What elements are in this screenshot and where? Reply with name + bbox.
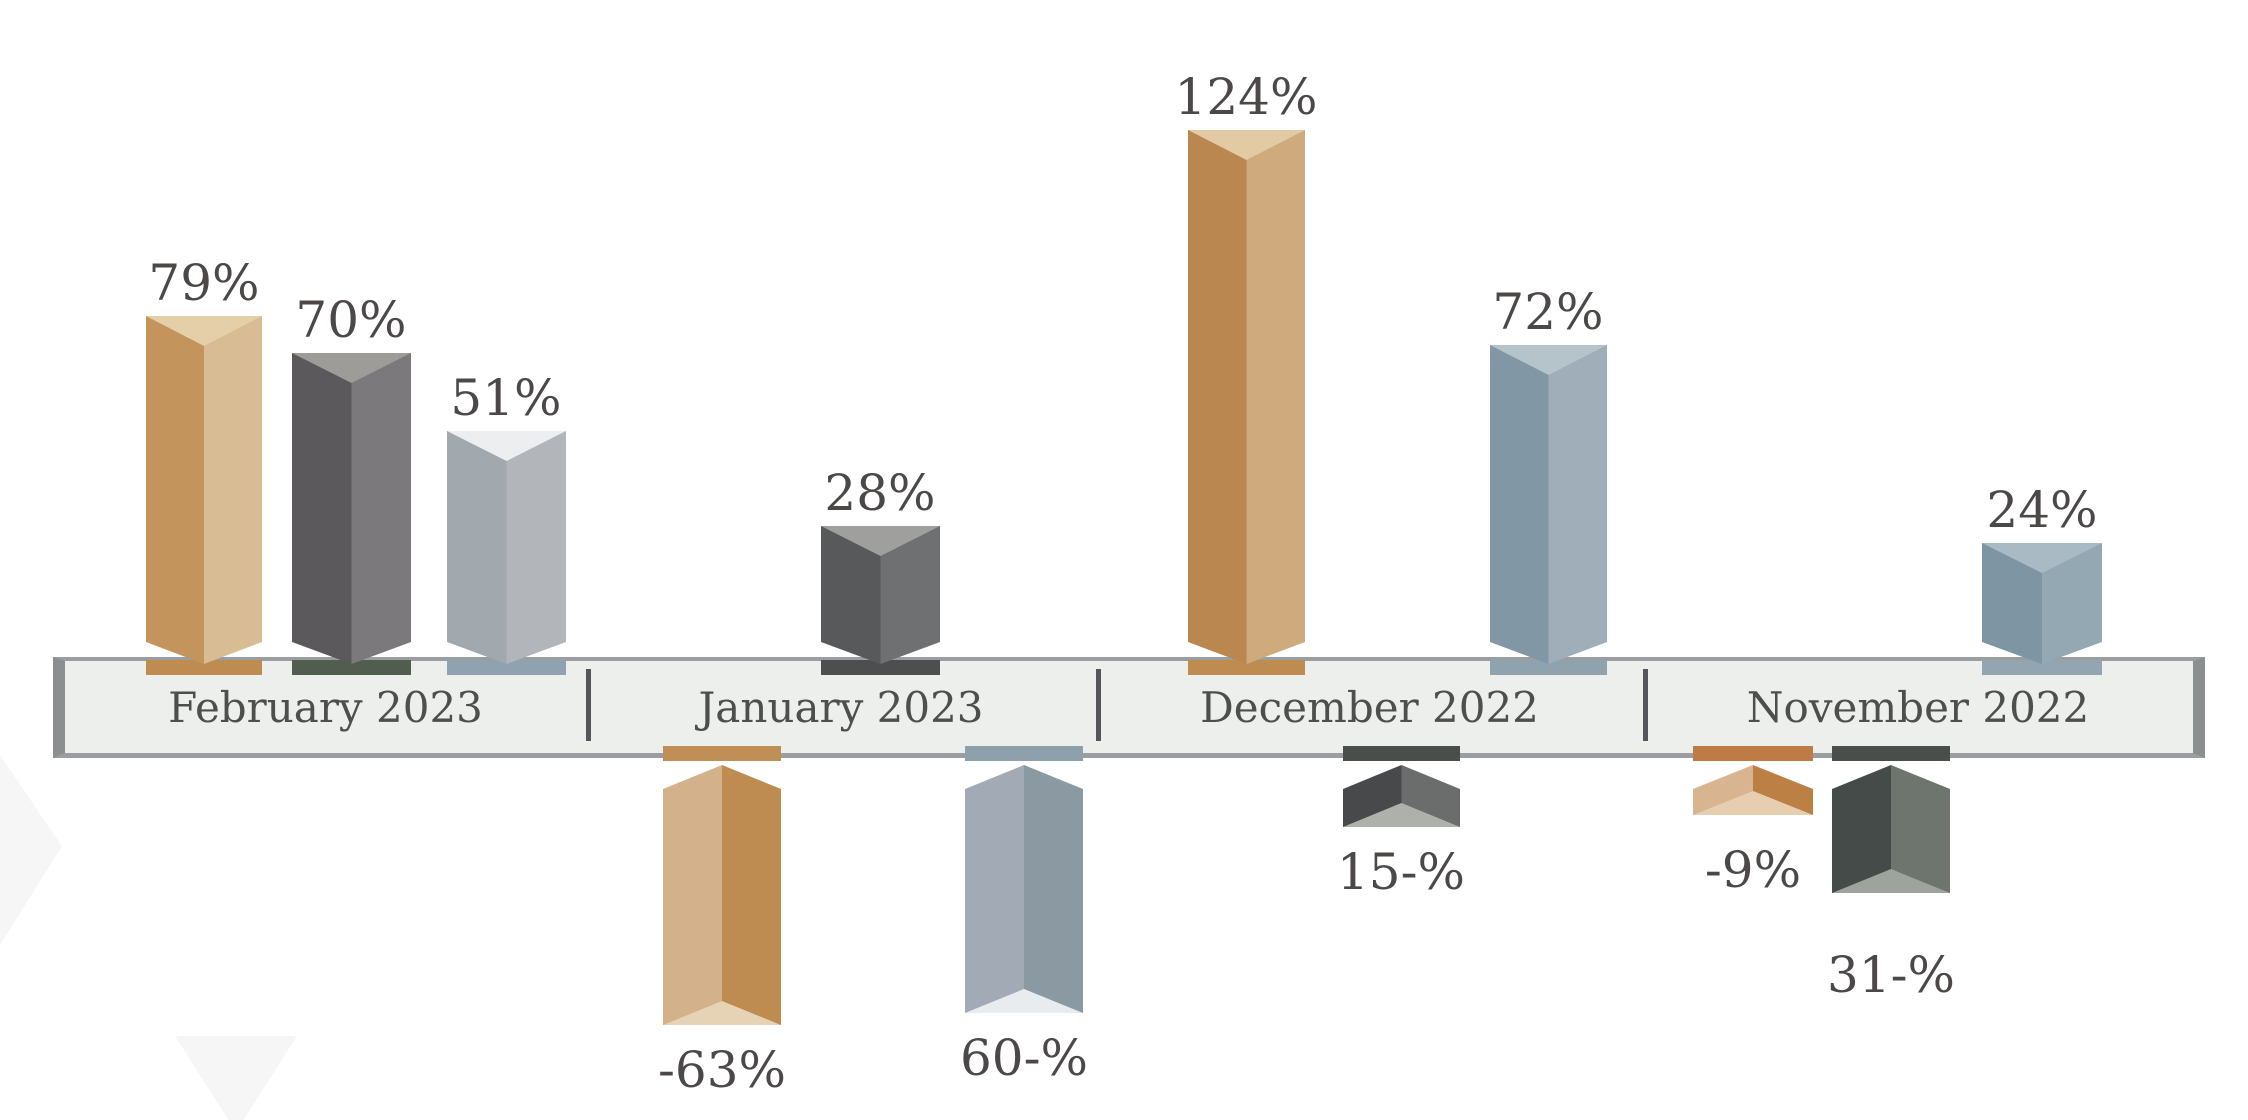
bar-value-label-feb-silver: 51% <box>450 369 562 427</box>
bar-footprint-jan-gold <box>663 746 781 761</box>
bar-footprint-feb-silver <box>447 660 566 675</box>
bar-footprint-dec-gold <box>1188 660 1305 675</box>
bar-value-label-nov-gold: -9% <box>1704 841 1802 899</box>
bar-value-label-dec-blue: 72% <box>1492 283 1604 341</box>
bar-bottom-face-dec-gray <box>1343 803 1460 827</box>
bar-top-face-dec-blue <box>1490 345 1607 375</box>
bar-bottom-face-jan-blue <box>965 989 1083 1013</box>
watermark-wedge-shape <box>0 755 62 945</box>
bar-jan-gray <box>821 526 940 664</box>
bar-feb-gold <box>146 316 262 664</box>
bar-jan-blue <box>965 765 1083 1013</box>
bar-top-face-jan-gray <box>821 526 940 556</box>
bar-footprint-feb-gold <box>146 660 262 675</box>
axis-month-label-december-2022: December 2022 <box>1200 683 1539 732</box>
bar-nov-gray <box>1832 765 1950 893</box>
bar-footprint-nov-gray <box>1832 746 1950 761</box>
axis-tick-separator <box>1643 669 1648 741</box>
bar-value-label-nov-gray: 31-% <box>1826 946 1956 1004</box>
bar-value-label-dec-gray: 15-% <box>1336 843 1466 901</box>
axis-month-label-november-2022: November 2022 <box>1746 683 2090 732</box>
axis-month-label-february-2023: February 2023 <box>168 683 483 732</box>
bar-value-label-nov-blue: 24% <box>1986 481 2098 539</box>
axis-band <box>53 657 2205 758</box>
bar-dec-blue <box>1490 345 1607 664</box>
bar-dec-gray <box>1343 765 1460 827</box>
bar-value-label-dec-gold: 124% <box>1174 68 1318 126</box>
bar-bottom-face-nov-gray <box>1832 869 1950 893</box>
bar-jan-gold <box>663 765 781 1025</box>
bar-bottom-face-nov-gold <box>1693 791 1813 815</box>
bar-nov-gold <box>1693 765 1813 815</box>
watermark-triangle-shape <box>175 1036 297 1120</box>
bar-footprint-dec-gray <box>1343 746 1460 761</box>
bar-top-face-feb-silver <box>447 431 566 461</box>
bar-footprint-nov-gold <box>1693 746 1813 761</box>
bar-bottom-face-jan-gold <box>663 1001 781 1025</box>
bar-footprint-feb-gray <box>292 660 411 675</box>
bar-feb-silver <box>447 431 566 664</box>
bar-nov-blue <box>1982 543 2102 664</box>
bar-value-label-jan-gold: -63% <box>657 1041 787 1099</box>
bar-footprint-jan-gray <box>821 660 940 675</box>
bar-feb-gray <box>292 353 411 664</box>
bar-value-label-jan-gray: 28% <box>824 464 936 522</box>
bar-value-label-jan-blue: 60-% <box>959 1029 1089 1087</box>
bar-top-face-dec-gold <box>1188 130 1305 160</box>
bar-value-label-feb-gold: 79% <box>148 254 260 312</box>
bar-top-face-nov-blue <box>1982 543 2102 573</box>
axis-month-label-january-2023: January 2023 <box>698 683 984 732</box>
axis-tick-separator <box>586 669 591 741</box>
bar-footprint-dec-blue <box>1490 660 1607 675</box>
bar-footprint-jan-blue <box>965 746 1083 761</box>
bar-footprint-nov-blue <box>1982 660 2102 675</box>
axis-tick-separator <box>1096 669 1101 741</box>
bar-dec-gold <box>1188 130 1305 664</box>
bar-value-label-feb-gray: 70% <box>295 291 407 349</box>
